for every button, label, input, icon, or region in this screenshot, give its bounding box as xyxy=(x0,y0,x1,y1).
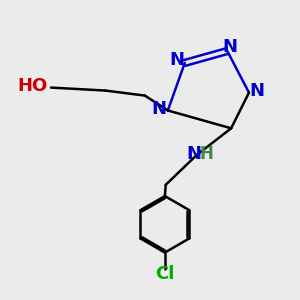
Text: H: H xyxy=(199,145,213,163)
Text: HO: HO xyxy=(18,77,48,95)
Text: N: N xyxy=(170,51,185,69)
Text: N: N xyxy=(152,100,166,118)
Text: N: N xyxy=(222,38,237,56)
Text: N: N xyxy=(186,145,201,163)
Text: N: N xyxy=(250,82,265,100)
Text: Cl: Cl xyxy=(155,265,175,283)
